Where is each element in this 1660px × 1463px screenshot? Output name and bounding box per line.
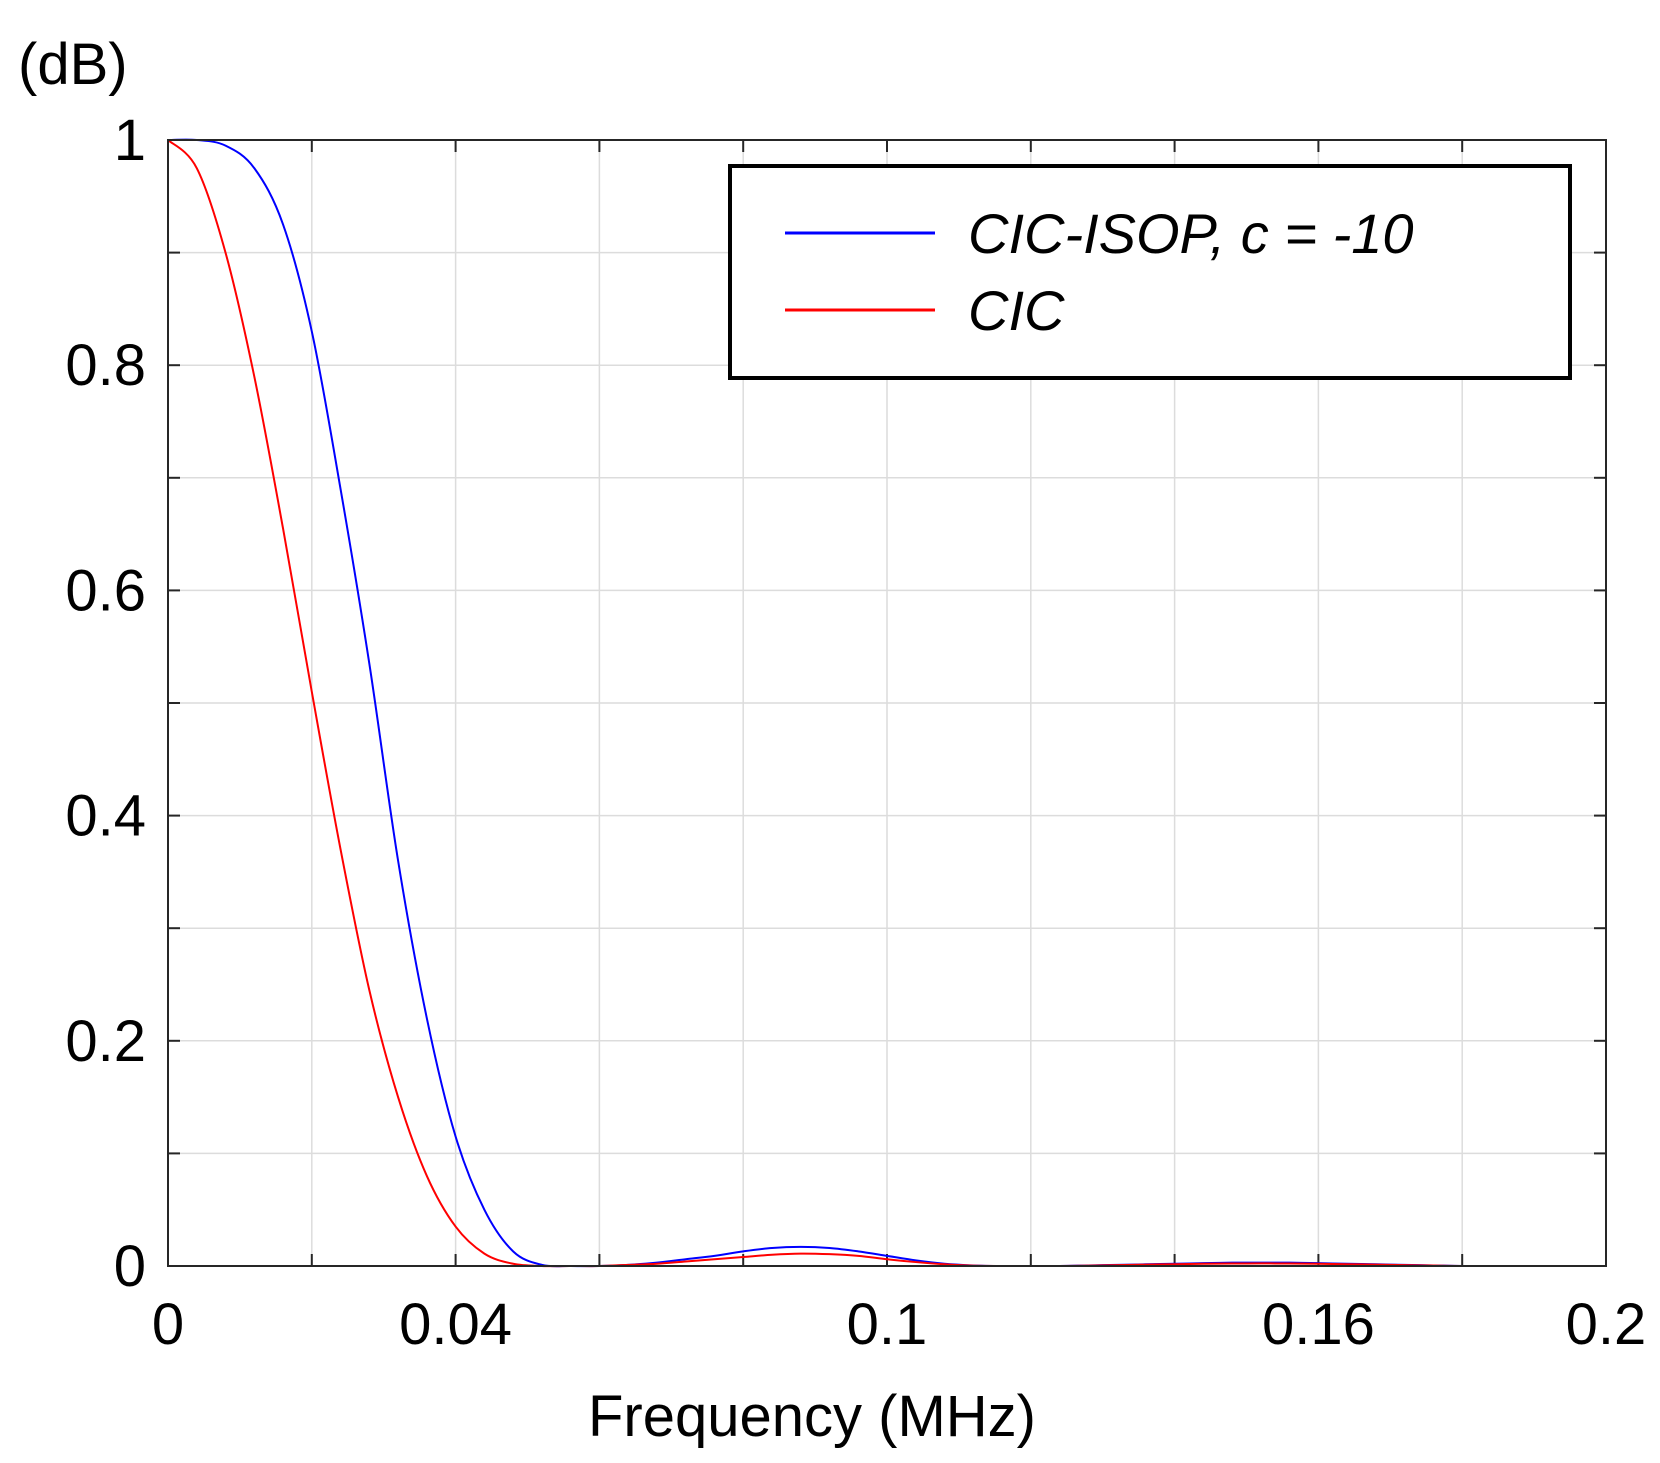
y-tick-label: 0.4 xyxy=(65,784,146,849)
y-tick-label: 0.6 xyxy=(65,558,146,623)
plot-frame xyxy=(167,139,1607,1267)
x-tick-label: 0.2 xyxy=(1566,1292,1647,1357)
y-axis-label: (dB) xyxy=(18,32,128,97)
y-tick-label: 1 xyxy=(114,108,146,173)
legend: CIC-ISOP, c = -10 CIC xyxy=(728,164,1572,380)
series-layer xyxy=(167,138,1606,1268)
x-axis-label: Frequency (MHz) xyxy=(588,1384,1036,1449)
x-tick-label: 0 xyxy=(152,1292,184,1357)
x-tick-label: 0.1 xyxy=(847,1292,928,1357)
y-tick-label: 0.8 xyxy=(65,333,146,398)
y-tick-label: 0.2 xyxy=(65,1009,146,1074)
x-tick-label: 0.16 xyxy=(1262,1292,1375,1357)
tick-labels: 0 0.04 0.1 0.16 0.2 0 0.2 0.4 0.6 0.8 1 xyxy=(65,108,1646,1357)
legend-label-cic: CIC xyxy=(968,279,1065,342)
x-tick-label: 0.04 xyxy=(399,1292,512,1357)
y-tick-label: 0 xyxy=(114,1234,146,1299)
legend-label-cic-isop: CIC-ISOP, c = -10 xyxy=(968,202,1414,265)
series-line-cic xyxy=(167,139,1606,1268)
legend-box xyxy=(728,164,1572,380)
